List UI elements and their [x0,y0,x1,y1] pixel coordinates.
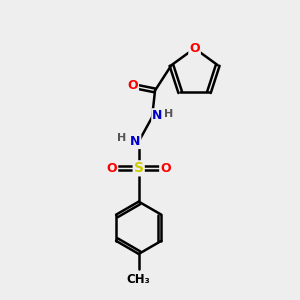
Text: O: O [189,42,200,55]
Text: O: O [106,162,117,175]
Text: N: N [152,109,163,122]
Text: N: N [130,135,140,148]
Text: O: O [160,162,171,175]
Text: S: S [134,161,144,175]
Text: CH₃: CH₃ [127,273,151,286]
Text: H: H [164,109,173,118]
Text: H: H [117,133,127,143]
Text: O: O [128,80,138,92]
